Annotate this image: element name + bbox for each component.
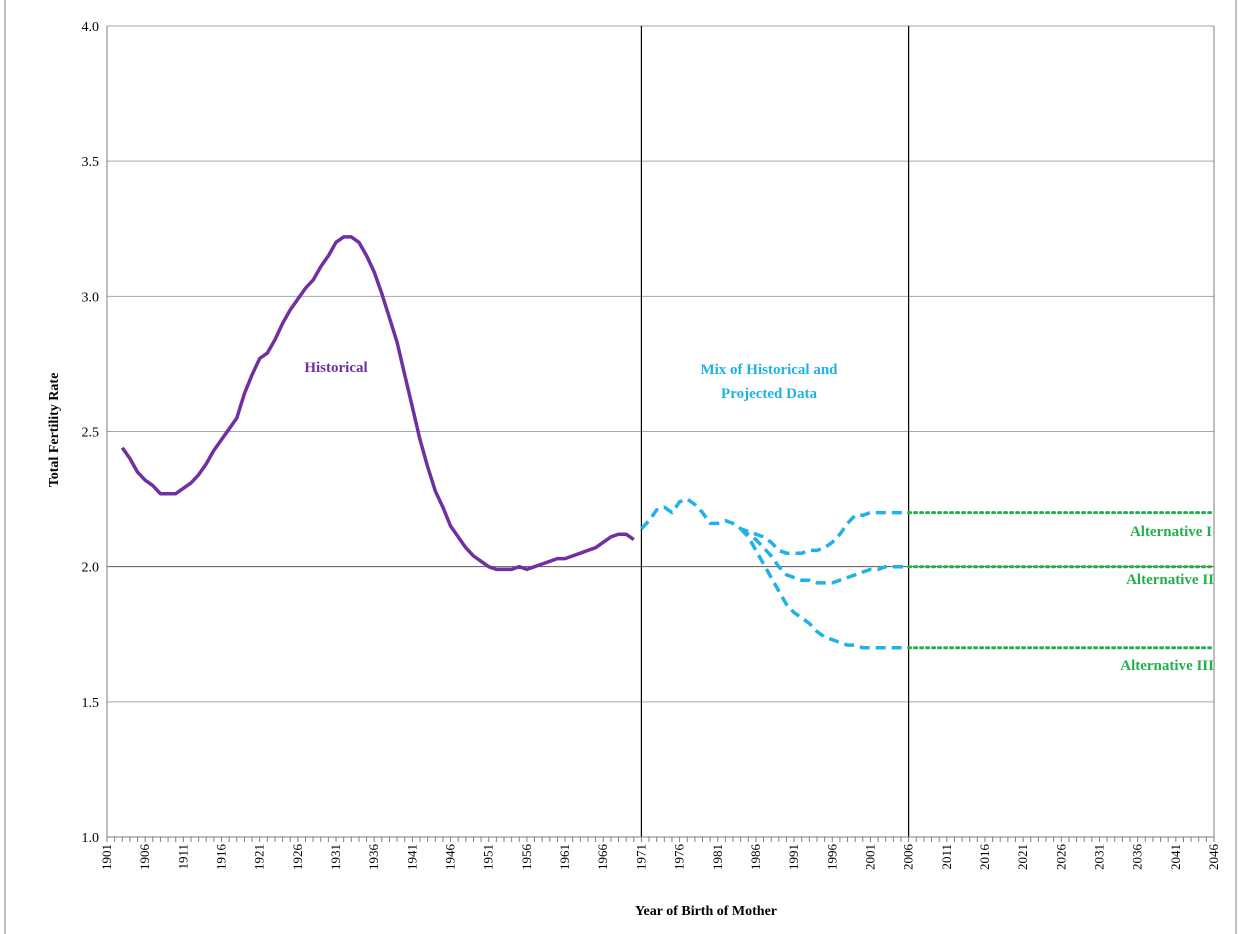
x-tick-label: 2046	[1206, 844, 1221, 871]
x-tick-label: 2041	[1168, 844, 1183, 870]
x-tick-label: 2021	[1015, 844, 1030, 870]
annotation-alternative-2: Alternative II	[1126, 572, 1214, 588]
series-line-dashed-2	[739, 527, 909, 585]
x-tick-label: 1966	[595, 844, 610, 871]
annotation-alternative-1: Alternative I	[1130, 524, 1212, 540]
x-tick-label: 1916	[214, 844, 229, 871]
labels: Total Fertility Rate Year of Birth of Mo…	[47, 360, 1214, 919]
x-tick-label: 1986	[748, 844, 763, 871]
annotation-mix-line2: Projected Data	[721, 386, 817, 402]
x-tick-label: 1981	[710, 844, 725, 870]
x-tick-label: 2036	[1130, 844, 1145, 871]
y-tick-label: 1.5	[82, 696, 100, 711]
x-tick-label: 2016	[977, 844, 992, 871]
x-tick-label: 2006	[901, 844, 916, 871]
x-tick-label: 1941	[404, 844, 419, 870]
divider-lines	[640, 26, 910, 837]
series-group	[120, 235, 1216, 650]
y-tick-label: 3.0	[82, 290, 100, 305]
x-tick-label: 1996	[824, 844, 839, 871]
x-tick-label: 1901	[99, 844, 114, 870]
x-tick-label: 1946	[443, 844, 458, 871]
x-tick-label: 1991	[786, 844, 801, 870]
x-tick-label: 1961	[557, 844, 572, 870]
series-line-solid-0	[120, 235, 635, 572]
x-tick-label: 1936	[366, 844, 381, 871]
series-line-dashed-1	[640, 497, 909, 555]
x-tick-label: 1956	[519, 844, 534, 871]
y-tick-label: 4.0	[82, 20, 100, 35]
x-tick-label: 1906	[137, 844, 152, 871]
x-axis-title: Year of Birth of Mother	[635, 904, 777, 919]
annotation-alternative-3: Alternative III	[1120, 658, 1214, 674]
y-tick-label: 2.5	[82, 426, 100, 441]
x-tick-label: 1976	[672, 844, 687, 871]
annotation-historical: Historical	[304, 360, 367, 376]
y-axis-title: Total Fertility Rate	[47, 373, 62, 488]
x-tick-label: 2001	[862, 844, 877, 870]
y-tick-label: 3.5	[82, 155, 100, 170]
annotation-mix-line1: Mix of Historical and	[700, 362, 838, 378]
series-line-dashed-3	[739, 527, 909, 650]
y-tick-label: 2.0	[82, 561, 100, 576]
x-tick-label: 1971	[633, 844, 648, 870]
x-tick-label: 1951	[481, 844, 496, 870]
x-tick-label: 2031	[1091, 844, 1106, 870]
x-tick-label: 1926	[290, 844, 305, 871]
x-tick-label: 1921	[252, 844, 267, 870]
x-tick-label: 2026	[1053, 844, 1068, 871]
gridlines	[107, 25, 1214, 838]
axes: 1.0 1.5 2.0 2.5 3.0 3.5 4.0 1901 1906 1911 1916 192…	[4, 0, 1237, 934]
x-tick-label: 1911	[175, 844, 190, 870]
y-tick-label: 1.0	[82, 831, 100, 846]
x-tick-label: 2011	[939, 844, 954, 870]
x-tick-label: 1931	[328, 844, 343, 870]
